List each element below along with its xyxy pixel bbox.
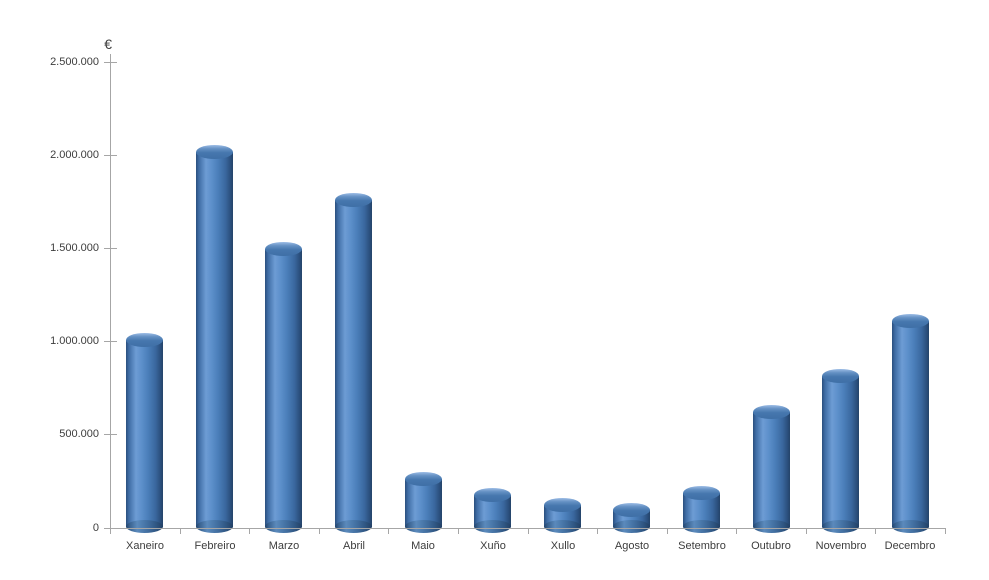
bar-bottom-cap: [265, 520, 302, 534]
x-category-label: Setembro: [678, 540, 726, 552]
x-category-label: Outubro: [751, 540, 791, 552]
x-category-label: Maio: [411, 540, 435, 552]
bar-top-cap: [683, 486, 720, 501]
x-axis-tick: [388, 528, 389, 534]
bar-xuño: [474, 487, 511, 534]
bar-decembro: [892, 313, 929, 534]
bar-abril: [335, 192, 372, 534]
bar-bottom-cap: [196, 520, 233, 534]
bar-top-cap: [822, 368, 859, 383]
x-category-label: Xaneiro: [126, 540, 164, 552]
x-axis-tick: [736, 528, 737, 534]
bar-maio: [405, 472, 442, 534]
bar-top-cap: [335, 192, 372, 207]
y-axis-tick: [104, 341, 117, 342]
x-axis-tick: [249, 528, 250, 534]
y-tick-label: 2.000.000: [50, 149, 99, 161]
bar-bottom-cap: [405, 520, 442, 534]
bar-top-cap: [753, 405, 790, 420]
bar-bottom-cap: [613, 520, 650, 534]
y-tick-label: 0: [92, 522, 99, 534]
x-axis-tick: [528, 528, 529, 534]
bar-bottom-cap: [753, 520, 790, 534]
x-axis-tick: [110, 528, 111, 534]
x-category-label: Decembro: [884, 540, 936, 552]
bar-top-cap: [474, 487, 511, 502]
bar-marzo: [265, 242, 302, 534]
bar-top-cap: [265, 242, 302, 257]
y-axis-unit-label: €: [104, 36, 112, 52]
x-category-label: Marzo: [268, 540, 300, 552]
y-axis-line: [110, 54, 111, 529]
x-axis-tick: [875, 528, 876, 534]
bar-febreiro: [196, 145, 233, 534]
x-axis-tick: [319, 528, 320, 534]
y-axis-tick: [104, 155, 117, 156]
bar-outubro: [753, 405, 790, 534]
bar-top-cap: [544, 498, 581, 513]
y-tick-label: 1.500.000: [50, 242, 99, 254]
y-tick-label: 1.000.000: [50, 335, 99, 347]
bar-novembro: [822, 368, 859, 534]
bar-bottom-cap: [474, 520, 511, 534]
bar-bottom-cap: [544, 520, 581, 534]
bar-setembro: [683, 486, 720, 534]
x-axis-tick: [180, 528, 181, 534]
x-category-label: Agosto: [614, 540, 650, 552]
bar-top-cap: [405, 472, 442, 487]
bar-top-cap: [126, 333, 163, 348]
x-category-label: Xuño: [480, 540, 506, 552]
x-axis-tick: [806, 528, 807, 534]
y-tick-label: 2.500.000: [50, 56, 99, 68]
bar-bottom-cap: [892, 520, 929, 534]
bar-bottom-cap: [126, 520, 163, 534]
bar-xullo: [544, 498, 581, 534]
bar-bottom-cap: [822, 520, 859, 534]
y-tick-label: 500.000: [59, 428, 99, 440]
x-axis-tick: [667, 528, 668, 534]
y-axis-tick: [104, 434, 117, 435]
x-axis-tick: [597, 528, 598, 534]
bar-xaneiro: [126, 333, 163, 534]
x-category-label: Abril: [342, 540, 365, 552]
x-axis-tick: [945, 528, 946, 534]
x-axis-tick: [458, 528, 459, 534]
bar-agosto: [613, 502, 650, 534]
bar-bottom-cap: [335, 520, 372, 534]
x-category-label: Novembro: [815, 540, 867, 552]
y-axis-tick: [104, 248, 117, 249]
bar-top-cap: [892, 313, 929, 328]
x-category-label: Febreiro: [194, 540, 236, 552]
bar-top-cap: [613, 502, 650, 517]
x-category-label: Xullo: [550, 540, 576, 552]
bar-top-cap: [196, 145, 233, 160]
bar-bottom-cap: [683, 520, 720, 534]
y-axis-tick: [104, 62, 117, 63]
